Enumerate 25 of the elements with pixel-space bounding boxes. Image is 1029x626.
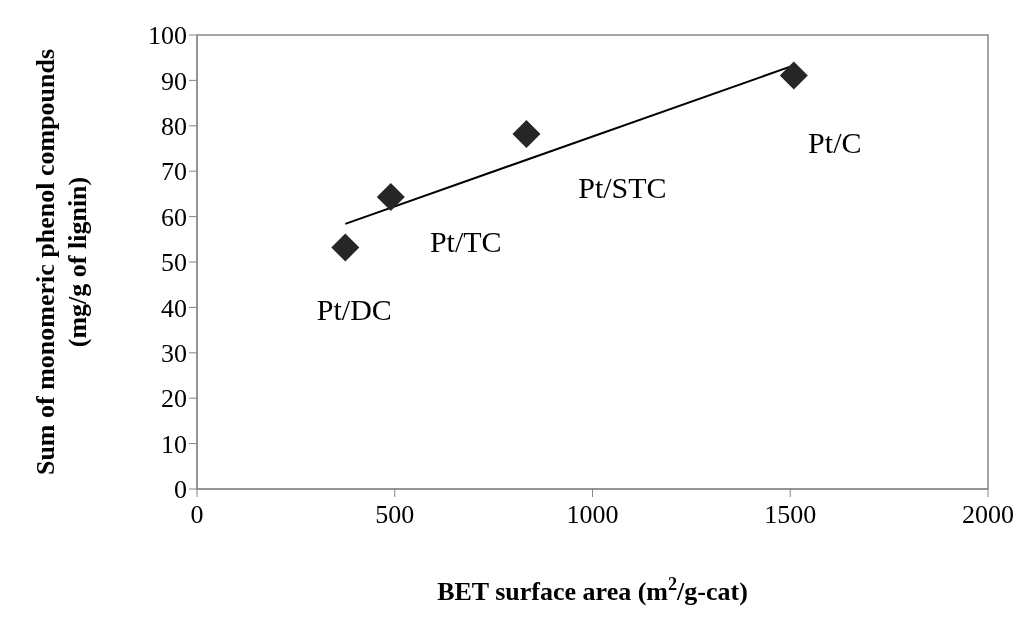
y-tick-label: 50 [161, 248, 187, 278]
x-tick-label: 500 [375, 500, 415, 530]
point [512, 119, 541, 148]
y-axis-title: Sum of monomeric phenol compounds (mg/g of lignin) [31, 48, 92, 476]
x-tick-label: 1000 [566, 500, 619, 530]
y-tick-label: 40 [161, 293, 187, 323]
x-axis-title: BET surface area (m$^{2}$/g-cat) [437, 574, 748, 606]
y-tick-label: 30 [161, 339, 187, 369]
annotation: Pt/STC [578, 171, 667, 205]
y-tick-label: 80 [161, 112, 187, 142]
annotation: Pt/DC [316, 292, 392, 326]
x-tick-label: 2000 [962, 500, 1014, 530]
annotation: Pt/C [808, 125, 862, 159]
point [779, 61, 808, 90]
y-tick-label: 0 [174, 475, 187, 505]
y-tick-label: 70 [161, 157, 187, 187]
annotation: Pt/TC [429, 224, 502, 258]
x-tick-label: 1500 [764, 500, 817, 530]
y-tick-label: 100 [148, 21, 187, 51]
y-tick-label: 20 [161, 384, 187, 414]
point [331, 233, 360, 262]
y-tick-label: 60 [161, 202, 187, 232]
point [376, 183, 405, 212]
y-tick-label: 10 [161, 429, 187, 459]
y-tick-label: 90 [161, 66, 187, 96]
